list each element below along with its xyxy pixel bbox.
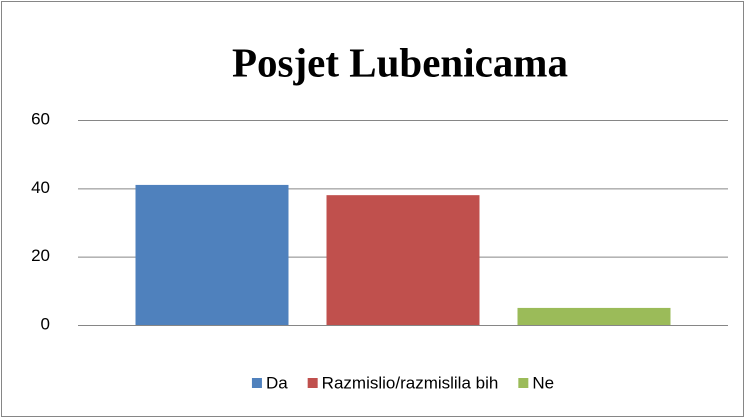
- chart-title: Posjet Lubenicama: [232, 39, 568, 85]
- legend-swatch: [518, 378, 529, 388]
- y-tick-label: 40: [31, 178, 50, 197]
- legend-swatch: [307, 378, 318, 388]
- legend-swatch: [251, 378, 262, 388]
- y-tick-label: 20: [31, 246, 50, 265]
- legend-label: Ne: [532, 373, 554, 392]
- bar: [135, 184, 289, 325]
- bar: [326, 195, 480, 325]
- y-tick-label: 0: [41, 314, 50, 333]
- legend-label: Razmislio/razmislila bih: [322, 373, 499, 392]
- legend-label: Da: [266, 373, 288, 392]
- y-tick-label: 60: [31, 109, 50, 128]
- bar: [517, 307, 671, 325]
